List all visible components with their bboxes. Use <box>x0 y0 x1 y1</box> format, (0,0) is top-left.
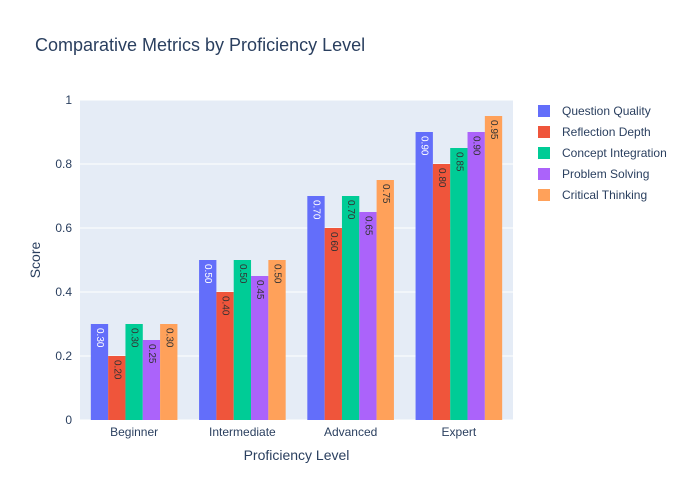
bar-value-label: 0.25 <box>146 344 157 364</box>
bar[interactable] <box>467 132 485 420</box>
bar[interactable] <box>160 324 178 420</box>
bar[interactable] <box>484 116 503 420</box>
bar-value-label: 0.50 <box>237 264 248 284</box>
bar[interactable] <box>307 196 325 420</box>
bar-value-label: 0.20 <box>111 360 122 380</box>
legend-item[interactable]: Problem Solving <box>538 167 649 181</box>
y-axis-ticks: 0 0.2 0.4 0.6 0.8 1 <box>55 93 72 427</box>
legend-swatch <box>538 147 550 159</box>
bar-value-label: 0.50 <box>272 264 283 284</box>
x-axis-ticks: Beginner Intermediate Advanced Expert <box>110 425 477 439</box>
y-tick-label: 0.6 <box>55 221 72 235</box>
bar[interactable] <box>233 260 252 420</box>
y-tick-label: 1 <box>65 93 72 107</box>
chart-title: Comparative Metrics by Proficiency Level <box>35 35 365 55</box>
legend-item[interactable]: Critical Thinking <box>538 188 647 202</box>
legend-label: Critical Thinking <box>562 188 647 202</box>
x-tick-label: Intermediate <box>209 425 276 439</box>
bar[interactable] <box>251 276 269 420</box>
bar-value-label: 0.50 <box>202 264 213 284</box>
x-axis-title: Proficiency Level <box>244 447 350 463</box>
legend-swatch <box>538 189 550 201</box>
x-tick-label: Advanced <box>324 425 377 439</box>
legend-swatch <box>538 126 550 138</box>
bar[interactable] <box>90 324 109 420</box>
bar-value-label: 0.90 <box>471 136 482 156</box>
legend-item[interactable]: Reflection Depth <box>538 125 651 139</box>
y-tick-label: 0 <box>65 413 72 427</box>
legend-swatch <box>538 168 550 180</box>
bar-value-label: 0.70 <box>345 200 356 220</box>
legend-label: Reflection Depth <box>562 125 651 139</box>
legend-item[interactable]: Concept Integration <box>538 146 667 160</box>
x-tick-label: Beginner <box>110 425 158 439</box>
legend-swatch <box>538 105 550 117</box>
bar-labels: 0.30 0.20 0.30 0.25 0.30 0.50 0.40 0.50 0.45 0.50… <box>94 120 499 380</box>
legend-label: Concept Integration <box>562 146 667 160</box>
x-tick-label: Expert <box>442 425 477 439</box>
legend-item[interactable]: Question Quality <box>538 104 651 118</box>
bar-value-label: 0.95 <box>488 120 499 140</box>
bar-value-label: 0.75 <box>380 184 391 204</box>
bar[interactable] <box>268 260 286 420</box>
bars <box>90 116 503 420</box>
bar-value-label: 0.85 <box>453 152 464 172</box>
bar-value-label: 0.30 <box>94 328 105 348</box>
bar[interactable] <box>450 148 468 420</box>
bar-value-label: 0.45 <box>254 280 265 300</box>
bar[interactable] <box>324 228 342 420</box>
bar-value-label: 0.70 <box>310 200 321 220</box>
y-tick-label: 0.8 <box>55 157 72 171</box>
bar[interactable] <box>108 356 126 420</box>
bar[interactable] <box>341 196 360 420</box>
bar[interactable] <box>359 212 377 420</box>
bar-value-label: 0.60 <box>328 232 339 252</box>
bar[interactable] <box>432 164 451 420</box>
bar[interactable] <box>376 180 394 420</box>
bar-value-label: 0.80 <box>436 168 447 188</box>
bar-value-label: 0.30 <box>163 328 174 348</box>
bar[interactable] <box>142 340 161 420</box>
bar[interactable] <box>216 292 234 420</box>
bar-value-label: 0.65 <box>362 216 373 236</box>
y-tick-label: 0.2 <box>55 349 72 363</box>
y-axis-title: Score <box>27 242 43 279</box>
bar-value-label: 0.40 <box>220 296 231 316</box>
bar-value-label: 0.90 <box>419 136 430 156</box>
bar[interactable] <box>415 132 433 420</box>
bar[interactable] <box>199 260 217 420</box>
legend[interactable]: Question Quality Reflection Depth Concept … <box>538 104 667 202</box>
bar[interactable] <box>125 324 143 420</box>
legend-label: Problem Solving <box>562 167 649 181</box>
bar-value-label: 0.30 <box>129 328 140 348</box>
legend-label: Question Quality <box>562 104 651 118</box>
y-tick-label: 0.4 <box>55 285 72 299</box>
